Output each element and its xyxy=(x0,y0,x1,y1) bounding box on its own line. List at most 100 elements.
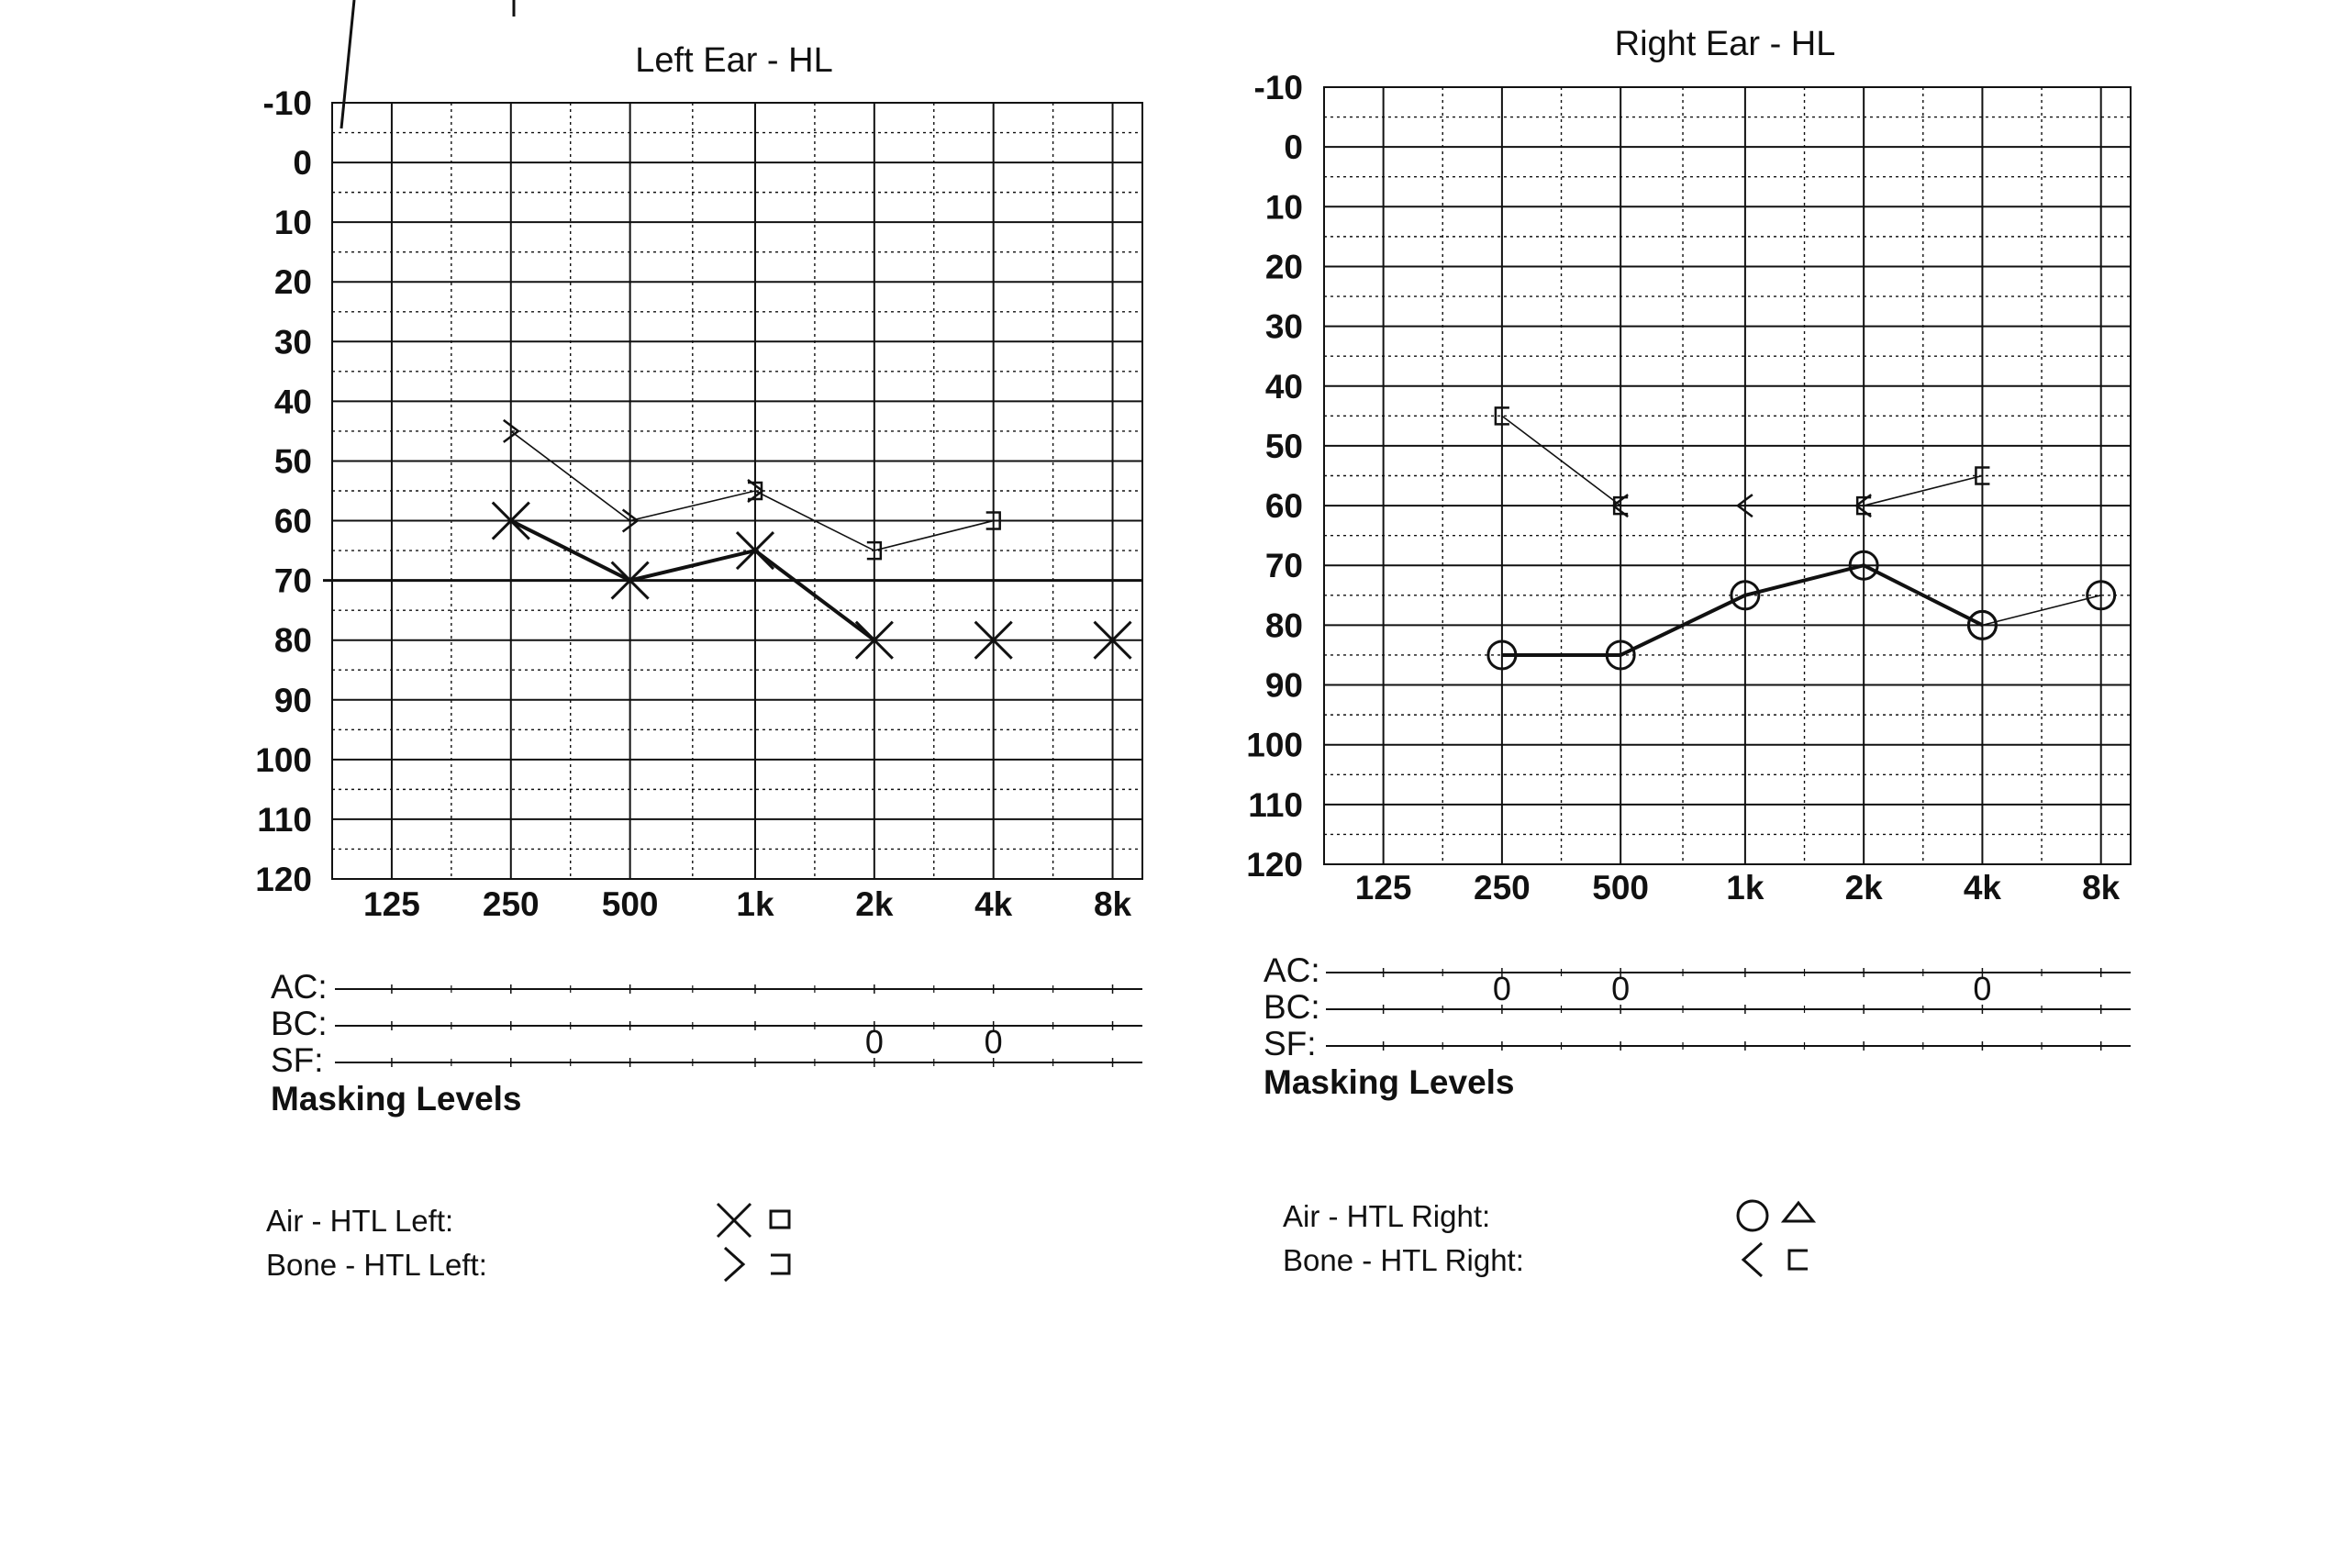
data-point xyxy=(610,561,650,600)
right-square-bracket-icon xyxy=(866,540,883,561)
y-tick-label: 10 xyxy=(1265,188,1303,226)
left-chevron-icon xyxy=(1611,494,1629,518)
right-bracket-chevron-icon xyxy=(723,1246,746,1283)
left-chevron-icon xyxy=(1741,1241,1764,1278)
y-tick-label: 110 xyxy=(257,801,312,839)
left-square-bracket-icon xyxy=(1787,1249,1808,1271)
masking-value: 0 xyxy=(1973,970,1991,1007)
y-tick-label: 10 xyxy=(274,204,312,241)
circle-icon xyxy=(1966,609,1998,640)
data-point xyxy=(1486,639,1518,671)
legend-label: Air - HTL Right: xyxy=(1283,1199,1490,1233)
right-square-bracket-icon xyxy=(771,1253,791,1275)
x-tick-label: 250 xyxy=(483,885,540,923)
right-ear-audiogram: Right Ear - HL -10 0 10 20 30 40 50 60 70 80 90 100 1… xyxy=(1246,25,2132,1278)
data-point xyxy=(854,620,894,660)
y-tick-label: 120 xyxy=(1246,846,1303,884)
data-point xyxy=(621,508,640,533)
y-tick-label: 120 xyxy=(255,861,312,898)
data-point xyxy=(747,481,763,501)
y-tick-label: 80 xyxy=(1265,606,1303,644)
left-ear-audiogram: Left Ear - HL -10 0 10 20 30 40 50 60 70 80 90 100 11… xyxy=(255,41,1143,1283)
data-point xyxy=(1730,580,1761,611)
left-square-bracket-icon xyxy=(1855,495,1872,516)
x-symbol-icon xyxy=(1093,620,1132,660)
data-point xyxy=(1735,494,1753,518)
left-square-bracket-icon xyxy=(1975,466,1990,485)
x-tick-label: 8k xyxy=(1094,885,1132,923)
data-point xyxy=(1611,494,1629,518)
series-line xyxy=(509,518,876,642)
data-point xyxy=(1975,466,1990,485)
circle-icon xyxy=(1736,1199,1769,1232)
y-tick-label: 90 xyxy=(274,682,312,719)
left-square-bracket-icon xyxy=(1787,1249,1808,1271)
x-tick-label: 1k xyxy=(1726,869,1765,906)
left-chevron-icon xyxy=(1735,494,1753,518)
plot-frame xyxy=(1323,86,2132,865)
masking-row-label: AC: xyxy=(1264,951,1320,989)
series-line xyxy=(1982,595,2101,627)
series-line xyxy=(1501,415,1621,506)
masking-row-label: BC: xyxy=(271,1005,328,1042)
x-tick-label: 2k xyxy=(1845,869,1884,906)
right-square-bracket-icon xyxy=(985,511,1001,530)
square-icon xyxy=(769,1209,791,1229)
pen-stroke xyxy=(340,0,356,129)
y-tick-label: 60 xyxy=(1265,487,1303,525)
y-tick-label: 60 xyxy=(274,503,312,540)
y-tick-label: 70 xyxy=(274,562,312,600)
masking-value: 0 xyxy=(985,1023,1003,1061)
y-tick-label: 70 xyxy=(1265,547,1303,584)
y-tick-label: -10 xyxy=(263,84,312,122)
circle-icon xyxy=(1486,639,1518,671)
x-tick-label: 250 xyxy=(1474,869,1531,906)
x-tick-label: 500 xyxy=(602,885,659,923)
masking-levels-title: Masking Levels xyxy=(271,1080,522,1118)
triangle-icon xyxy=(1780,1200,1817,1223)
legend-label: Bone - HTL Left: xyxy=(266,1248,487,1282)
y-tick-label: 40 xyxy=(1265,368,1303,406)
data-point xyxy=(1605,639,1636,671)
circle-icon xyxy=(1736,1199,1769,1232)
y-tick-label: 90 xyxy=(1265,667,1303,705)
legend-label: Bone - HTL Right: xyxy=(1283,1243,1524,1277)
square-icon xyxy=(769,1209,791,1229)
chart-title: Right Ear - HL xyxy=(1615,25,1836,63)
masking-row-label: SF: xyxy=(271,1041,324,1079)
masking-levels-title: Masking Levels xyxy=(1264,1063,1515,1101)
data-point xyxy=(974,620,1013,660)
masking-row-label: BC: xyxy=(1264,988,1320,1026)
y-tick-label: 100 xyxy=(255,741,312,779)
y-tick-label: 0 xyxy=(1284,128,1303,166)
data-point xyxy=(985,511,1001,530)
masking-value: 0 xyxy=(1611,970,1630,1007)
data-point xyxy=(1093,620,1132,660)
x-symbol-icon xyxy=(735,531,775,571)
masking-value: 0 xyxy=(1493,970,1511,1007)
x-symbol-icon xyxy=(491,501,530,540)
x-tick-label: 500 xyxy=(1592,869,1649,906)
masking-value: 0 xyxy=(865,1023,884,1061)
right-bracket-chevron-icon xyxy=(503,418,520,443)
y-tick-label: 30 xyxy=(1265,308,1303,346)
series-line xyxy=(1863,474,1983,506)
data-point xyxy=(1494,406,1509,426)
y-tick-label: 40 xyxy=(274,383,312,420)
masking-row-label: SF: xyxy=(1264,1025,1317,1062)
right-square-bracket-icon xyxy=(747,481,763,501)
circle-icon xyxy=(2086,580,2117,611)
circle-icon xyxy=(1730,580,1761,611)
data-point xyxy=(1966,609,1998,640)
data-point xyxy=(1848,550,1879,581)
series-line xyxy=(1501,563,1984,657)
y-tick-label: 50 xyxy=(1265,428,1303,465)
y-tick-label: 20 xyxy=(274,263,312,301)
y-tick-label: 20 xyxy=(1265,248,1303,285)
circle-icon xyxy=(1848,550,1879,581)
left-square-bracket-icon xyxy=(1494,406,1509,426)
series-line xyxy=(754,490,994,551)
legend-label: Air - HTL Left: xyxy=(266,1204,453,1238)
x-symbol-icon xyxy=(854,620,894,660)
x-symbol-icon xyxy=(716,1202,752,1239)
